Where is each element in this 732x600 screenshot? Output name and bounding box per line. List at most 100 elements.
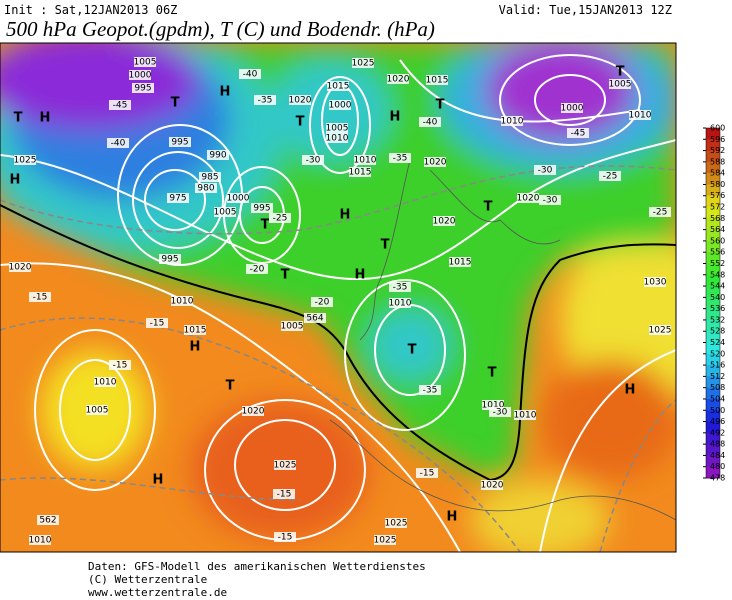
label-box [242, 406, 264, 416]
contour-label: 1000 [129, 71, 152, 81]
label-box [109, 100, 131, 110]
contour-label: 985 [201, 173, 218, 183]
contour-label: 1015 [184, 326, 207, 336]
colorbar-segment [706, 173, 720, 185]
label-box [274, 460, 296, 470]
footer-line: (C) Wetterzentrale [88, 573, 207, 586]
label-box [352, 58, 374, 68]
label-box [273, 489, 295, 499]
contour-label: 995 [253, 204, 270, 214]
colorbar-label: 520 [710, 349, 725, 358]
label-box [599, 171, 621, 181]
pressure-center: H [625, 383, 636, 398]
contour-label: 562 [39, 516, 56, 526]
pressure-center: T [436, 98, 445, 113]
pressure-center: T [488, 366, 497, 381]
label-box [171, 296, 193, 306]
label-box [207, 150, 229, 160]
map-title: 500 hPa Geopot.(gpdm), T (C) und Bodendr… [6, 17, 435, 41]
label-box [274, 532, 296, 542]
contour-label: 1000 [329, 101, 352, 111]
colorbar-segment [706, 466, 720, 479]
label-box [167, 193, 189, 203]
colorbar-segment [706, 286, 720, 298]
contour-label: -30 [538, 166, 553, 176]
colorbar-label: 540 [710, 293, 725, 302]
label-box [424, 157, 446, 167]
pressure-center: T [171, 96, 180, 111]
contour-label: -30 [306, 156, 321, 166]
colorbar-segment [706, 421, 720, 434]
pressure-center: H [340, 208, 351, 223]
colorbar-label: 592 [710, 146, 725, 155]
label-box [302, 155, 324, 165]
label-box [134, 57, 156, 67]
contour-label: 1010 [629, 111, 652, 121]
contour-label: 1010 [171, 297, 194, 307]
contour-label: 1010 [389, 299, 412, 309]
colorbar-segment [706, 139, 720, 152]
contour-label: 1000 [561, 104, 584, 114]
colorbar-segment [706, 308, 720, 321]
label-box [326, 123, 348, 133]
contour-label: 564 [306, 314, 323, 324]
label-box [14, 155, 36, 165]
label-box [9, 262, 31, 272]
colorbar-segment [706, 387, 720, 400]
contour-552 [0, 204, 676, 482]
colorbar-segment [706, 252, 720, 264]
label-box [246, 264, 268, 274]
colorbar-label: 504 [710, 394, 725, 403]
pressure-center: T [408, 343, 417, 358]
label-box [349, 167, 371, 177]
pressure-center: H [10, 173, 21, 188]
colorbar-label: 544 [710, 282, 725, 291]
contour-label: 1020 [481, 481, 504, 491]
label-box [389, 153, 411, 163]
label-box [37, 515, 59, 525]
label-box [609, 79, 631, 89]
colorbar-segment [706, 331, 720, 344]
contour-label: 1005 [281, 322, 304, 332]
colorbar-label: 536 [710, 304, 725, 313]
label-box [326, 133, 348, 143]
label-box [561, 103, 583, 113]
label-box [199, 172, 221, 182]
contour-label: -30 [493, 408, 508, 418]
label-box [289, 95, 311, 105]
colorbar-label: 524 [710, 338, 725, 347]
label-box [254, 95, 276, 105]
colorbar-segment [706, 319, 720, 332]
contour-label: 1015 [426, 76, 449, 86]
coastlines [329, 159, 676, 521]
contour-label: 1020 [517, 194, 540, 204]
colorbar-label: 500 [710, 406, 725, 415]
label-box [385, 518, 407, 528]
contour-label: 1020 [433, 217, 456, 227]
contour-label: 995 [134, 84, 151, 94]
colorbar-segment [706, 229, 720, 242]
label-box [239, 69, 261, 79]
label-box [327, 81, 349, 91]
label-box [132, 83, 154, 93]
map-frame [0, 42, 677, 553]
footer-line: www.wetterzentrale.de [88, 586, 227, 599]
colorbar-label: 576 [710, 191, 725, 200]
pressure-center: H [220, 85, 231, 100]
pressure-center: T [296, 115, 305, 130]
colorbar-segment [706, 432, 720, 445]
colorbar-label: 552 [710, 259, 725, 268]
label-box [539, 195, 561, 205]
pressure-center: T [14, 111, 23, 126]
contour-label: -45 [113, 101, 128, 111]
colorbar-segment [706, 444, 720, 456]
label-box [416, 468, 438, 478]
colorbar-label: 568 [710, 214, 725, 223]
label-box [94, 377, 116, 387]
contour-label: -15 [113, 361, 128, 371]
label-box [482, 400, 504, 410]
colorbar-label: 508 [710, 383, 725, 392]
label-box [449, 257, 471, 267]
label-box [146, 318, 168, 328]
